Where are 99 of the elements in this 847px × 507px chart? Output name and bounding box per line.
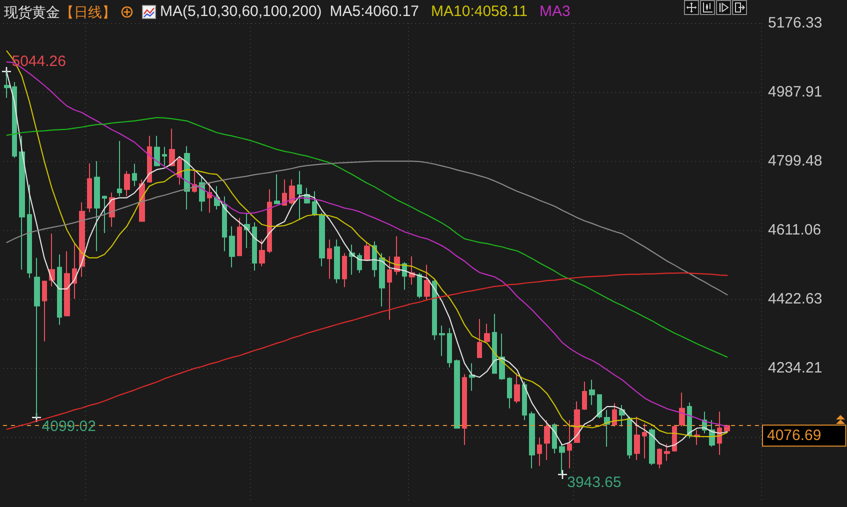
candlestick — [117, 140, 122, 197]
y-tick-label: 4611.06 — [768, 221, 822, 238]
candlestick — [334, 239, 340, 284]
candlestick — [424, 264, 430, 300]
candlestick — [364, 242, 370, 260]
candlestick — [387, 256, 392, 320]
candlestick — [87, 162, 92, 213]
candlestick — [492, 313, 497, 374]
candlestick — [207, 182, 212, 214]
candlestick — [514, 372, 520, 404]
candlestick — [477, 318, 482, 358]
candlestick — [522, 381, 527, 421]
candlestick — [327, 239, 332, 280]
candlestick — [64, 250, 70, 316]
candlestick — [469, 362, 475, 392]
candlestick — [27, 184, 32, 278]
candlestick — [664, 443, 670, 462]
candlestick — [619, 404, 625, 428]
candlestick — [267, 188, 272, 254]
candlestick — [574, 400, 580, 443]
y-tick-label: 4987.91 — [768, 84, 822, 100]
candlestick — [597, 394, 602, 419]
annotation: 4099.02 — [42, 418, 96, 434]
candlestick — [72, 242, 77, 300]
candlestick — [357, 252, 362, 274]
candlestick — [417, 272, 422, 299]
candlestick — [12, 82, 17, 158]
y-tick-label: 4799.48 — [768, 152, 822, 170]
candlestick — [717, 411, 722, 456]
candlestick — [94, 160, 100, 252]
candlestick — [462, 374, 467, 446]
candlestick — [559, 442, 565, 475]
line-series — [6, 160, 728, 296]
candlestick — [274, 174, 280, 204]
line-series — [6, 117, 728, 358]
candlestick — [552, 422, 557, 454]
candlestick — [432, 279, 437, 340]
candlestick — [687, 402, 692, 439]
text: MA10:4058.11 — [431, 3, 528, 21]
text: MA3 — [539, 3, 570, 21]
candlestick — [154, 135, 160, 167]
candlestick — [484, 323, 490, 342]
candlestick — [259, 239, 265, 267]
y-tick-label: 5176.33 — [768, 14, 822, 32]
candlestick — [567, 420, 572, 469]
candlestick — [229, 226, 235, 268]
candlestick — [439, 325, 445, 356]
candlestick — [102, 195, 107, 234]
candlestick — [319, 212, 325, 267]
ref-line-label: 4076.69 — [767, 427, 822, 444]
candlestick — [282, 178, 287, 206]
candlestick — [289, 178, 295, 205]
candlestick — [672, 424, 677, 452]
candlestick — [604, 409, 610, 448]
candlestick — [379, 252, 385, 308]
candlestick — [447, 328, 452, 368]
candlestick — [612, 402, 617, 428]
candlestick — [529, 411, 535, 469]
candlestick — [499, 333, 505, 380]
candlestick — [124, 170, 130, 197]
candlestick — [177, 156, 182, 186]
text: MA5:4060.17 — [330, 3, 420, 21]
candlestick — [642, 422, 647, 460]
text: MA(5,10,30,60,100,200) — [160, 3, 322, 21]
line-series — [6, 272, 728, 430]
candlestick — [582, 381, 587, 410]
candlestick — [162, 146, 167, 166]
candlestick — [244, 212, 250, 248]
candlestick — [297, 170, 302, 220]
candlestick — [507, 376, 512, 409]
candlestick — [454, 359, 460, 429]
y-tick-label: 4422.63 — [768, 290, 822, 308]
candlestick — [49, 233, 55, 287]
candlestick — [634, 416, 640, 460]
y-tick-label: 4234.21 — [768, 359, 822, 376]
candlestick — [57, 254, 62, 326]
candlestick — [342, 252, 347, 288]
candlestick — [627, 416, 632, 460]
candlestick — [312, 190, 317, 217]
chart-subtitle: 【日线】 — [60, 3, 116, 21]
candlestick — [679, 392, 685, 428]
candlestick — [169, 128, 175, 167]
candlestick — [649, 428, 655, 466]
candlestick — [42, 280, 47, 342]
candlestick — [537, 437, 542, 466]
candlestick — [79, 202, 85, 278]
candlestick — [34, 257, 40, 418]
candlestick — [237, 217, 242, 256]
annotation: 3943.65 — [567, 474, 622, 492]
candlestick — [19, 135, 25, 270]
candlestick — [589, 379, 595, 406]
candlestick — [147, 135, 152, 183]
candlestick — [132, 163, 137, 187]
candlestick — [222, 196, 227, 252]
chart-title: 现货黄金 — [4, 3, 60, 21]
candlestick — [252, 222, 257, 272]
candlestick — [657, 448, 662, 469]
candlestick — [4, 70, 10, 98]
candlestick — [544, 420, 550, 460]
